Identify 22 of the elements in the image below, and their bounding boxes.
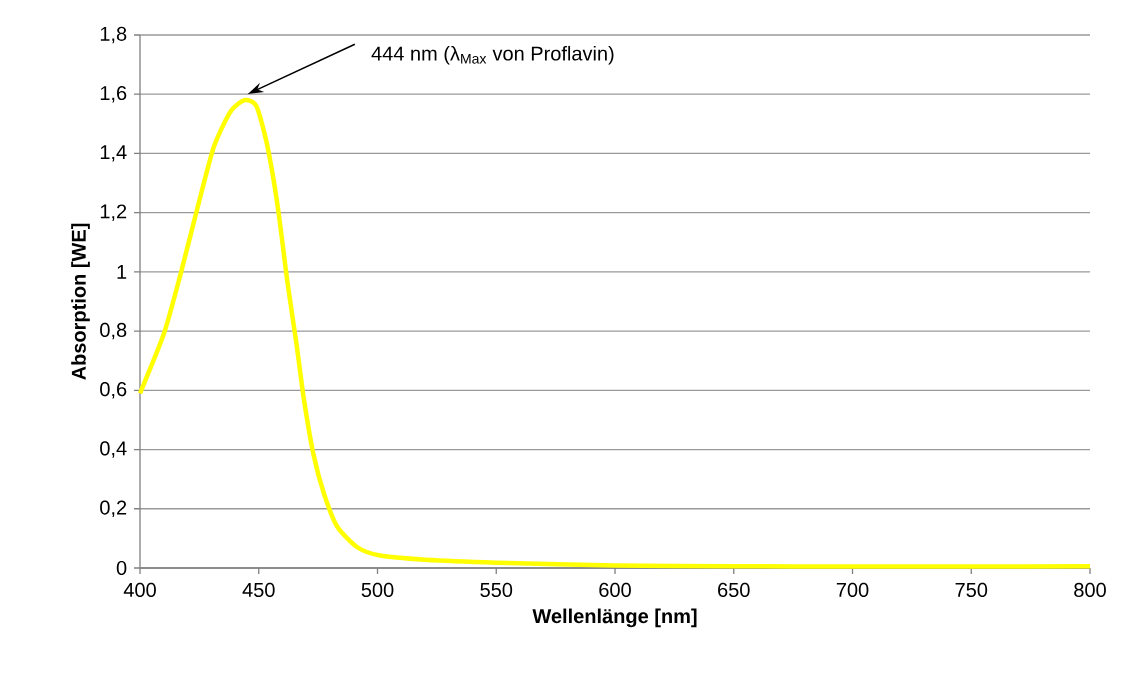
x-tick-label: 650 <box>718 582 750 598</box>
x-tick-label: 500 <box>361 582 394 598</box>
x-tick-label: 750 <box>955 582 988 598</box>
x-tick-label: 700 <box>836 582 869 598</box>
x-tick-label: 600 <box>599 582 631 598</box>
y-tick-label: 1,6 <box>100 85 127 103</box>
x-tick-label: 550 <box>480 582 513 598</box>
x-axis-title: Wellenlänge [nm] <box>532 608 697 628</box>
y-tick-label: 1 <box>117 265 127 279</box>
y-tick-label: 0,4 <box>100 441 127 458</box>
x-tick-label: 800 <box>1074 582 1106 598</box>
y-tick-label: 0 <box>116 560 127 576</box>
annotation: 444 nm (λ$_{Max}$ von Proflavin) <box>371 45 614 65</box>
y-tick-label: 0,6 <box>100 382 127 399</box>
x-tick-label: 450 <box>242 582 275 598</box>
y-tick-label: 1,4 <box>100 145 127 162</box>
y-tick-label: 1,2 <box>100 204 127 221</box>
y-tick-label: 1,8 <box>100 26 127 44</box>
y-tick-label: 0,8 <box>100 322 127 340</box>
x-tick-label: 400 <box>123 582 156 598</box>
y-axis-title: Absorption [WE] <box>71 223 90 380</box>
y-tick-label: 0,2 <box>100 500 127 518</box>
